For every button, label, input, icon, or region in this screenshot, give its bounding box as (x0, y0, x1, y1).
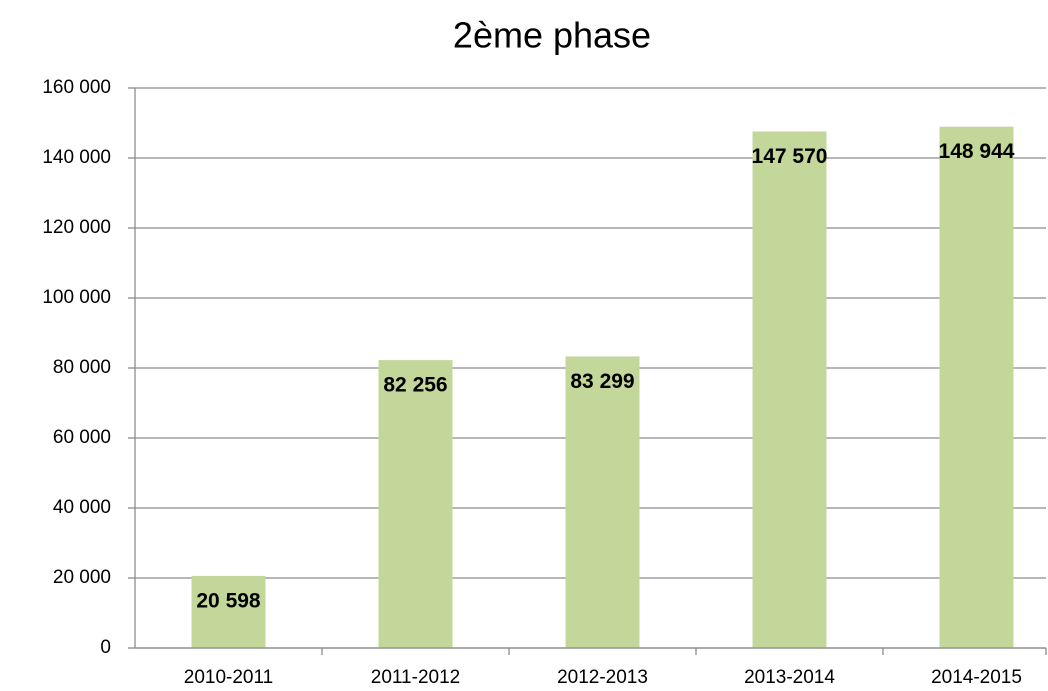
chart-title: 2ème phase (453, 15, 651, 56)
y-tick-label: 40 000 (53, 497, 111, 518)
value-label: 20 598 (196, 589, 261, 612)
y-tick-label: 0 (100, 637, 111, 658)
y-tick-label: 80 000 (53, 357, 111, 378)
x-tick-label: 2010-2011 (184, 667, 273, 688)
value-label: 82 256 (383, 374, 447, 397)
x-tick-label: 2011-2012 (371, 667, 460, 688)
x-tick-label: 2012-2013 (557, 667, 648, 688)
bar (378, 360, 453, 648)
bar (752, 131, 827, 648)
value-label: 83 299 (570, 370, 634, 393)
value-label: 148 944 (939, 140, 1015, 163)
bar (565, 356, 640, 648)
bar (191, 575, 266, 648)
y-tick-label: 140 000 (42, 147, 111, 168)
x-tick-label: 2014-2015 (931, 667, 1022, 688)
y-tick-label: 160 000 (42, 77, 111, 98)
y-tick-label: 120 000 (42, 217, 111, 238)
value-label: 147 570 (752, 145, 828, 168)
y-tick-label: 100 000 (42, 287, 111, 308)
bar (939, 126, 1014, 649)
y-tick-label: 60 000 (53, 427, 111, 448)
y-tick-label: 20 000 (53, 567, 111, 588)
x-tick-label: 2013-2014 (744, 667, 835, 688)
